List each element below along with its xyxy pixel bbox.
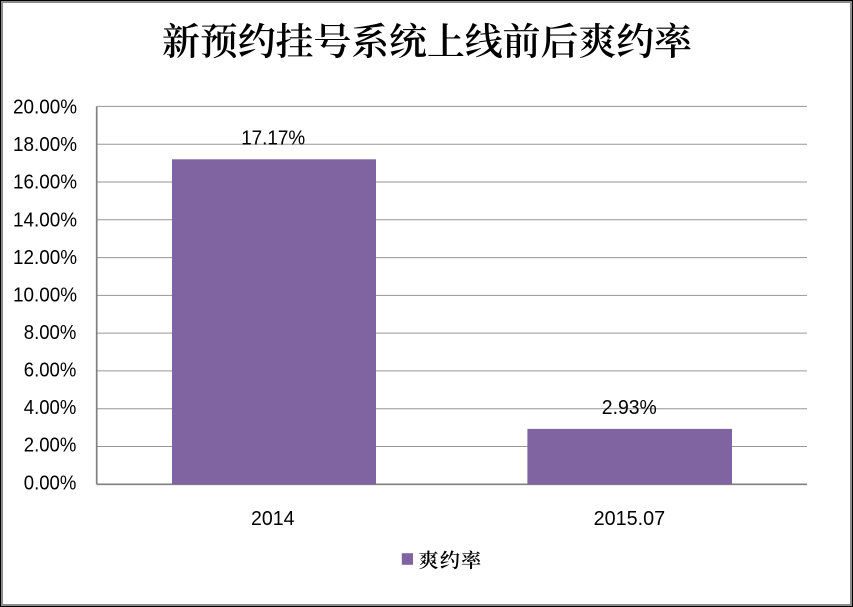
svg-text:6.00%: 6.00% [24, 360, 77, 382]
svg-text:2.93%: 2.93% [602, 397, 657, 419]
svg-text:4.00%: 4.00% [24, 397, 77, 419]
svg-text:20.00%: 20.00% [13, 97, 77, 119]
svg-text:2.00%: 2.00% [24, 435, 77, 457]
svg-text:16.00%: 16.00% [13, 172, 77, 194]
svg-text:2015.07: 2015.07 [594, 508, 666, 530]
svg-text:14.00%: 14.00% [13, 209, 77, 231]
svg-text:10.00%: 10.00% [13, 284, 77, 306]
svg-text:18.00%: 18.00% [13, 134, 77, 156]
svg-text:8.00%: 8.00% [24, 322, 77, 344]
svg-text:12.00%: 12.00% [13, 247, 77, 269]
svg-text:0.00%: 0.00% [24, 472, 77, 494]
svg-text:2014: 2014 [251, 508, 295, 530]
svg-text:17.17%: 17.17% [241, 128, 305, 150]
